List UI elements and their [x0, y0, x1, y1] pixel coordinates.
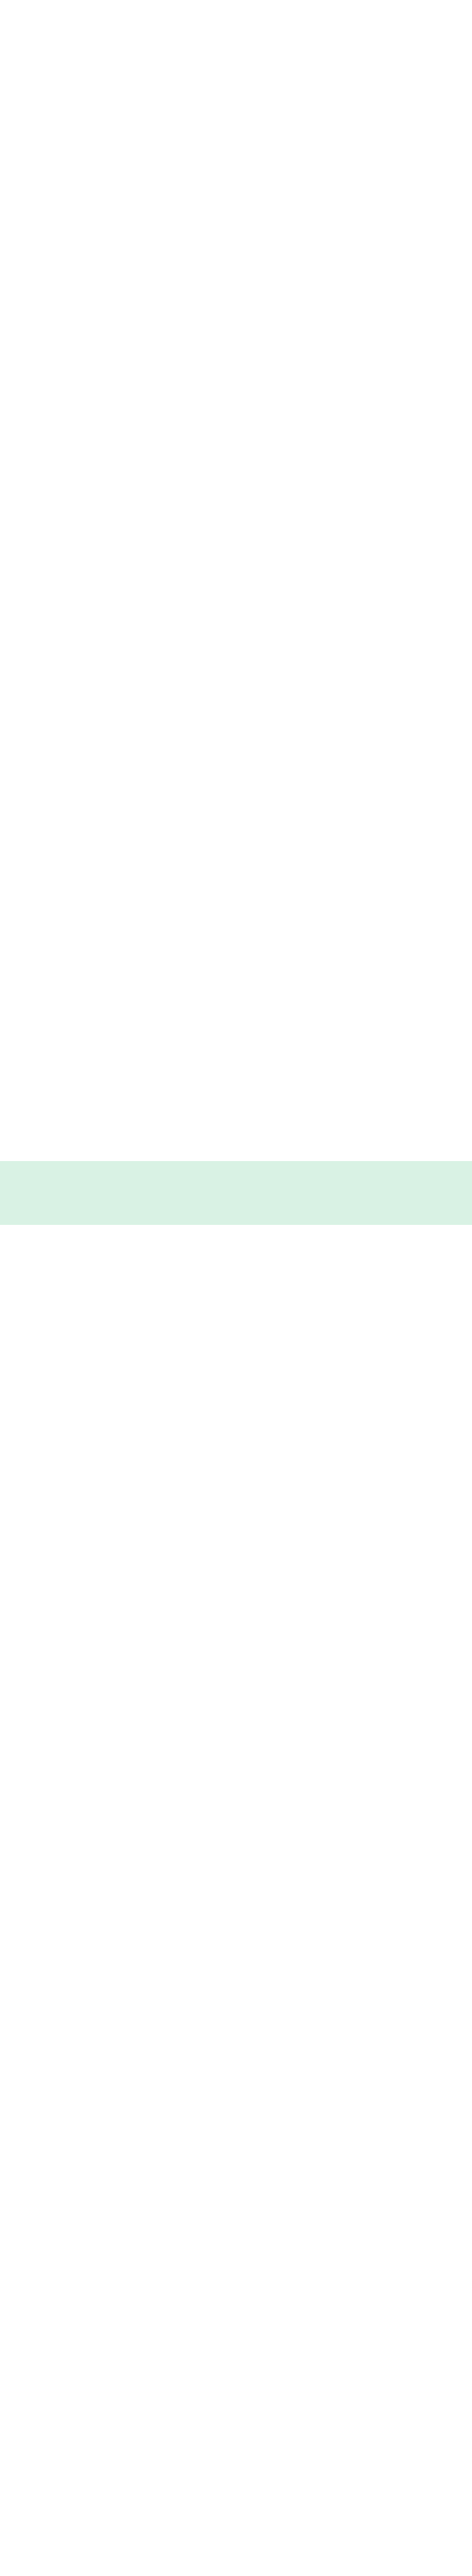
line-domain-formula [1, 314, 472, 329]
line-increase-1b [1, 431, 472, 447]
line-graph-def-3 [1, 101, 472, 117]
graph-2-with-curve [0, 870, 472, 974]
mid-caption-block [0, 974, 472, 1057]
line-graph-def-2 [1, 78, 472, 93]
line-denominator [1, 243, 472, 258]
bottom-whitespace [0, 1225, 472, 1251]
line-function-definition [1, 7, 472, 22]
line-decrease-1a [1, 502, 472, 517]
graph-3-svg [0, 1057, 208, 1161]
step-1 [1, 125, 472, 140]
problem-text-block [0, 0, 472, 759]
line-graph-def-1 [1, 54, 472, 69]
line-range-words-1 [1, 337, 472, 352]
line-increase-2a [1, 455, 472, 470]
step-2 [1, 148, 472, 164]
line-plan-1a [1, 644, 472, 659]
line-increase-2b [1, 479, 472, 494]
result-banner [0, 1161, 472, 1225]
line-decrease-2b [1, 573, 472, 588]
line-increase-1a [1, 408, 472, 423]
graph-2-svg [0, 870, 208, 974]
line-plan-2 [1, 691, 472, 706]
line-task [1, 31, 472, 46]
graph-1-points-only [0, 766, 472, 870]
line-decrease-1b [1, 526, 472, 541]
line-domain-words [1, 290, 472, 305]
line-decrease-2a [1, 549, 472, 565]
line-plan-3 [1, 714, 472, 730]
step-4 [1, 196, 472, 211]
line-range-formula [1, 384, 472, 400]
line-discontinuous-b [1, 620, 472, 635]
line-discontinuous-a [1, 596, 472, 612]
vertex-line [1, 744, 472, 759]
step-3 [1, 172, 472, 187]
graph-3-with-curve [0, 1057, 472, 1161]
step-5 [1, 219, 472, 234]
line-range-words-2 [1, 361, 472, 376]
line-discriminant [1, 266, 472, 282]
graph-1-svg [0, 766, 208, 870]
line-plan-1b [1, 667, 472, 682]
